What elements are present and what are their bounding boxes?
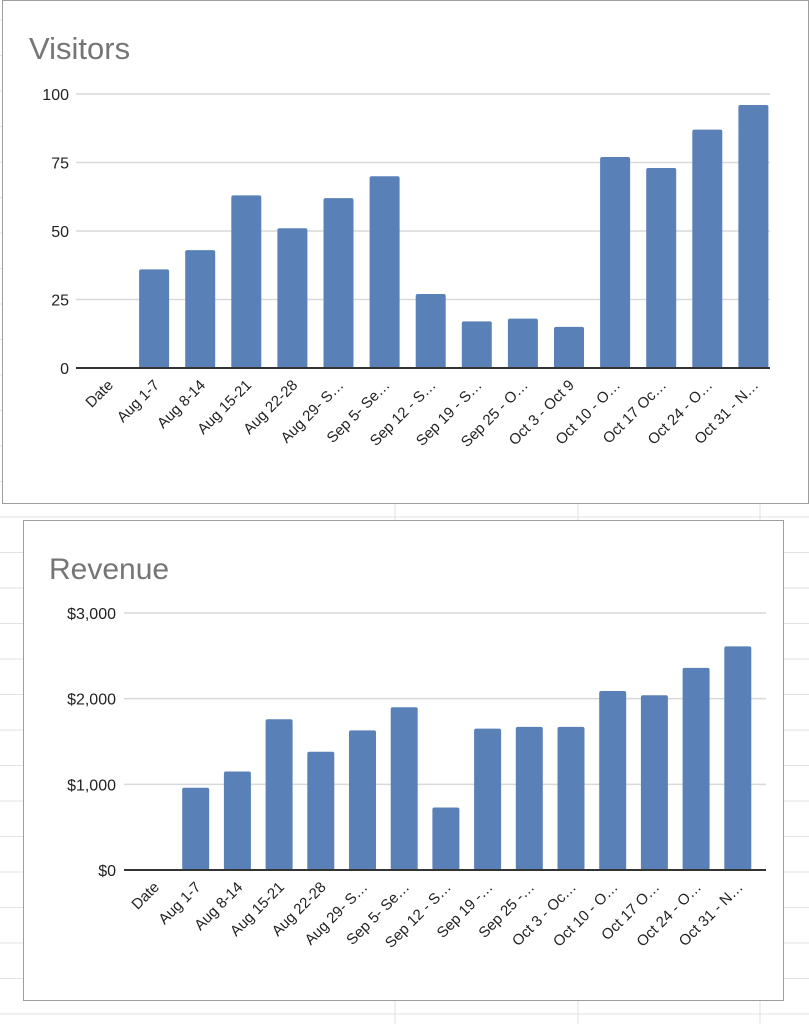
bar bbox=[139, 269, 170, 368]
revenue-chart[interactable]: Revenue $0 $1,000 $2,000 $3,000 Date Aug 1-7 Au… bbox=[23, 520, 784, 1001]
y-tick-label: 0 bbox=[60, 361, 69, 378]
bar bbox=[307, 751, 335, 870]
y-tick-label: $3,000 bbox=[67, 606, 116, 623]
bar bbox=[724, 646, 752, 870]
bar bbox=[692, 129, 723, 368]
bar bbox=[682, 667, 710, 870]
y-tick-label: $1,000 bbox=[67, 777, 116, 794]
y-tick-label: $2,000 bbox=[67, 692, 116, 709]
x-tick-label: Date bbox=[128, 879, 162, 913]
y-tick-label: 75 bbox=[51, 156, 69, 173]
chart-title: Visitors bbox=[29, 31, 130, 66]
bar bbox=[554, 326, 584, 368]
bar bbox=[182, 787, 210, 870]
bar bbox=[390, 707, 418, 870]
bar bbox=[599, 690, 627, 870]
visitors-chart[interactable]: Visitors 0 25 50 75 100 Date Aug 1-7 Aug 8-14 Aug… bbox=[2, 0, 809, 504]
x-tick-label: Date bbox=[82, 377, 116, 411]
y-tick-label: 50 bbox=[51, 224, 69, 241]
bar bbox=[369, 176, 400, 368]
bar bbox=[557, 726, 585, 870]
bar bbox=[323, 198, 354, 368]
bar bbox=[223, 771, 251, 870]
y-tick-label: 100 bbox=[42, 87, 69, 104]
bar bbox=[432, 807, 460, 870]
bar bbox=[461, 321, 492, 368]
bar bbox=[231, 195, 262, 368]
bar bbox=[600, 157, 631, 368]
bar bbox=[415, 294, 446, 368]
bar bbox=[265, 719, 293, 870]
bar bbox=[349, 730, 376, 870]
bar bbox=[646, 167, 677, 368]
bar bbox=[738, 104, 769, 369]
bar bbox=[474, 728, 502, 870]
bar bbox=[515, 726, 543, 870]
y-tick-label: 25 bbox=[51, 293, 69, 310]
bar bbox=[507, 318, 538, 368]
bar bbox=[640, 695, 668, 870]
bar bbox=[185, 250, 216, 368]
bar bbox=[277, 228, 308, 368]
chart-title: Revenue bbox=[49, 553, 169, 586]
y-tick-label: $0 bbox=[98, 863, 116, 880]
